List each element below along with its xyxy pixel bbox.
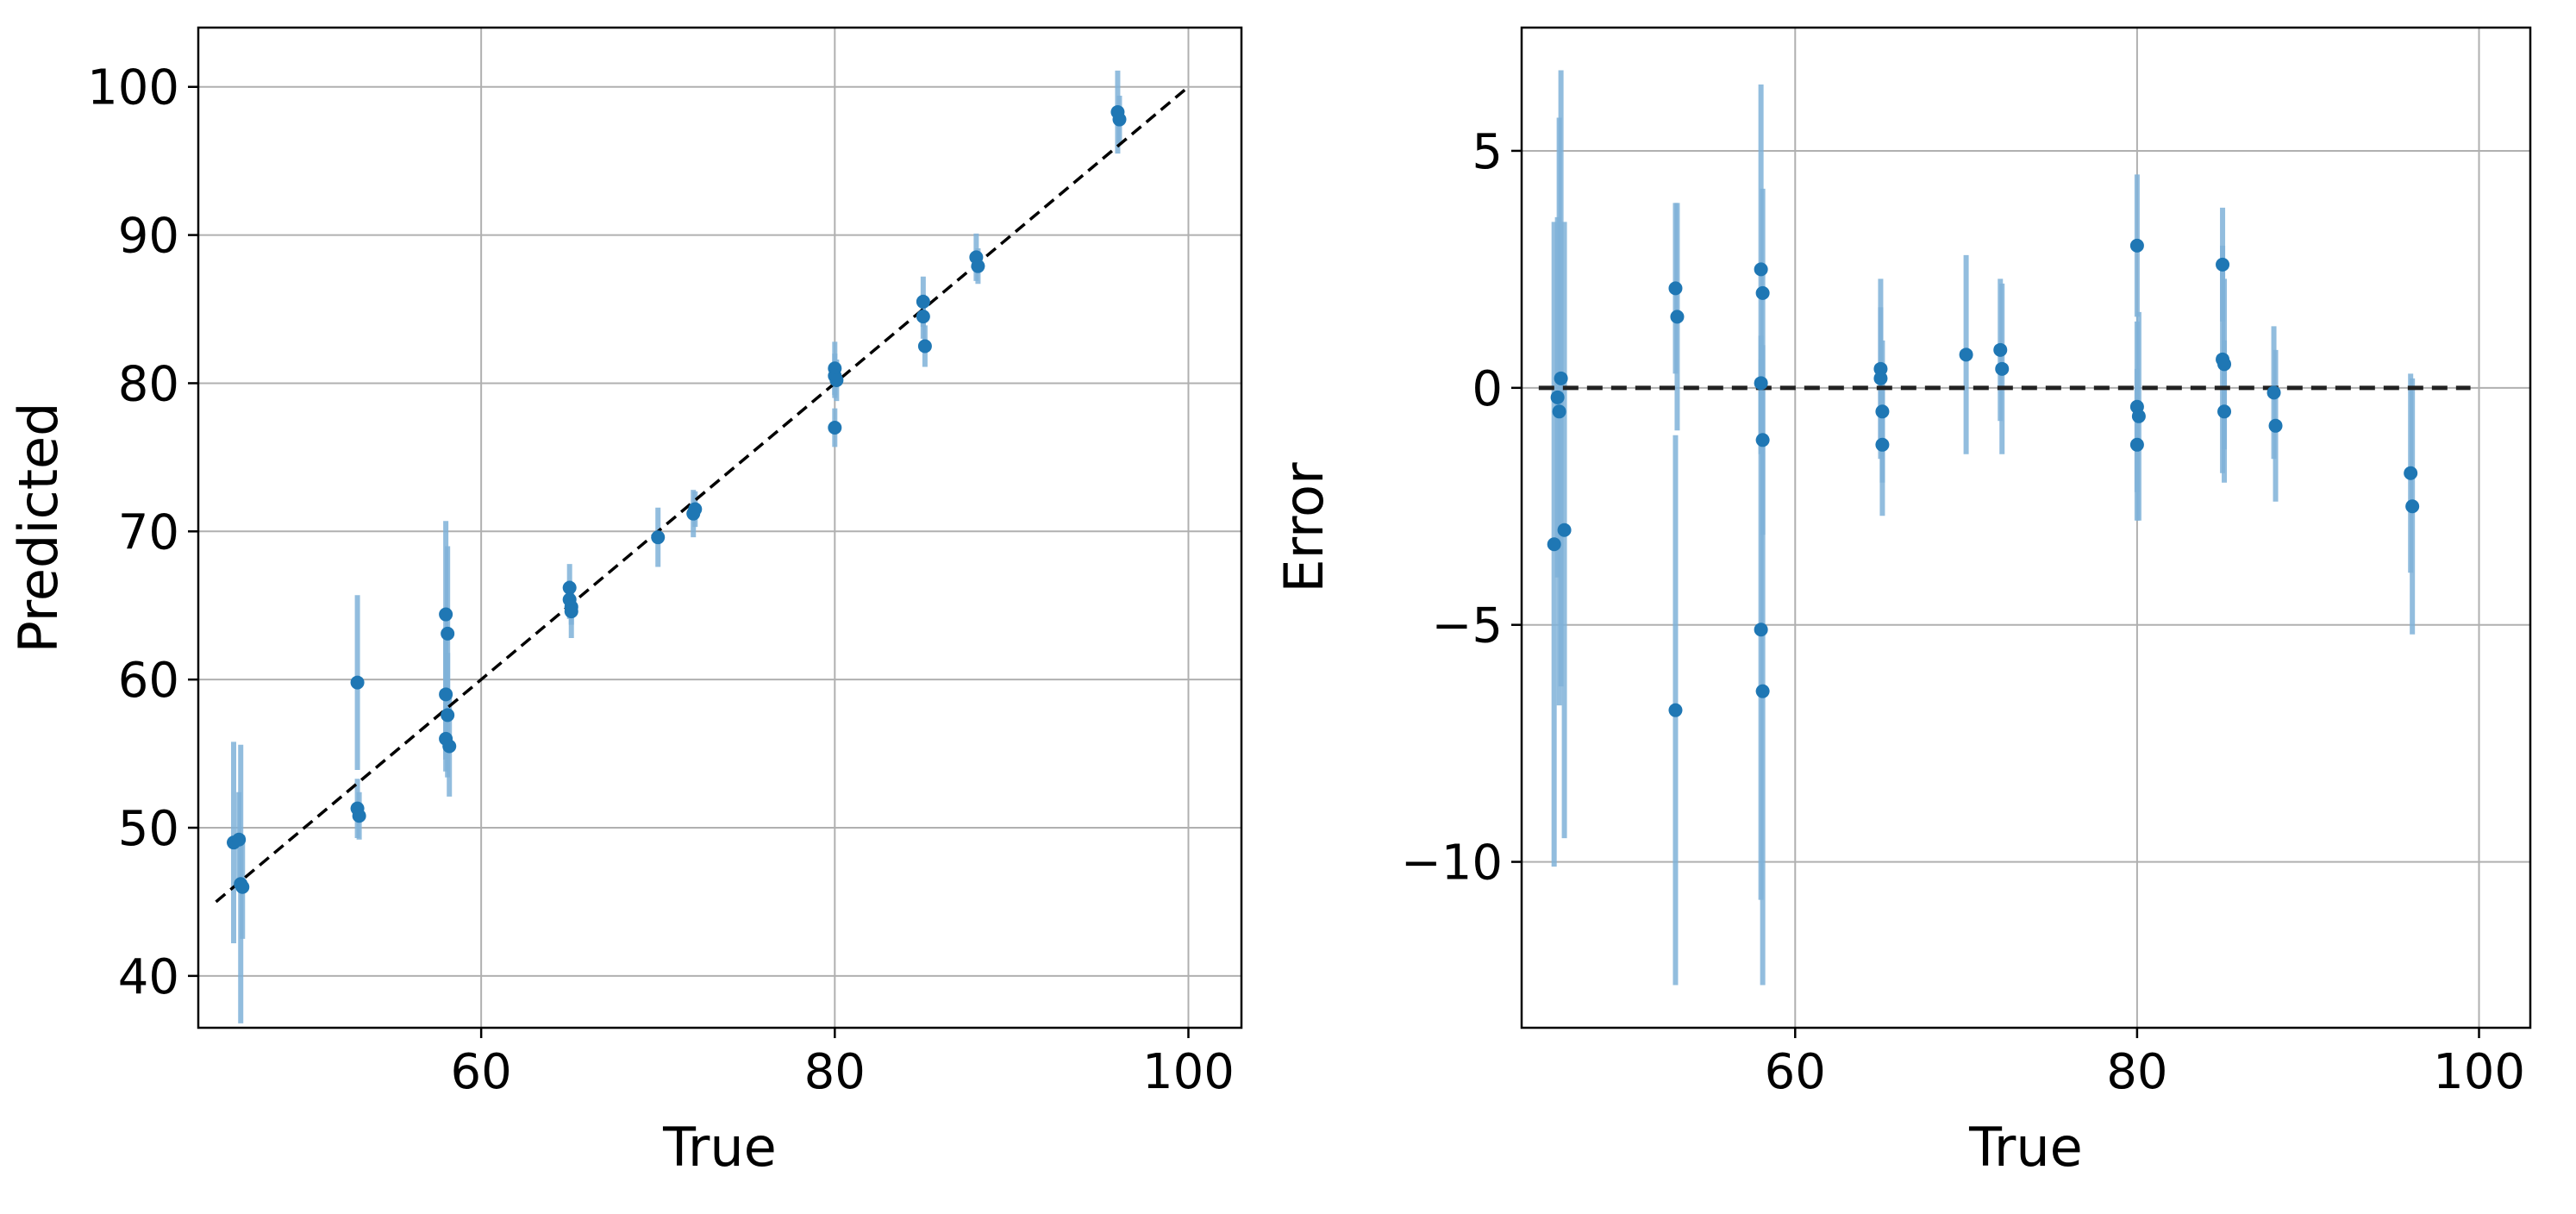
right-x-tick-label: 80: [2106, 1044, 2167, 1100]
left-data-point: [232, 832, 247, 847]
left-data-point: [441, 708, 455, 723]
predicted-vs-true-panel: 60 80 100 40 50 60 70 80 90 100 True Predicted: [7, 26, 1243, 1179]
right-data-point: [1547, 537, 1561, 552]
right-y-tick-label: 5: [1472, 124, 1503, 180]
left-data-point: [439, 607, 453, 622]
right-x-tick-label: 100: [2433, 1044, 2525, 1100]
right-x-axis-label: True: [1968, 1116, 2083, 1179]
right-y-tick-label: −10: [1401, 835, 1503, 892]
right-data-point: [2216, 257, 2230, 272]
left-data-point: [350, 675, 365, 690]
right-data-point: [1875, 404, 1890, 419]
left-y-tick-label: 40: [118, 949, 179, 1005]
right-data-point: [2267, 385, 2281, 400]
left-data-point: [562, 580, 577, 595]
right-data-point: [1668, 281, 1683, 296]
left-data-point: [564, 604, 578, 619]
left-y-axis-label: Predicted: [7, 402, 70, 653]
right-data-point: [1754, 623, 1768, 637]
left-x-tick-label: 60: [451, 1044, 512, 1100]
right-data-point: [2268, 418, 2283, 433]
left-data-point: [916, 294, 930, 309]
left-data-point: [971, 259, 985, 273]
right-data-point: [2129, 437, 2144, 452]
right-x-tick-label: 60: [1765, 1044, 1826, 1100]
left-x-tick-label: 80: [804, 1044, 866, 1100]
left-data-point: [651, 530, 666, 545]
left-data-point: [916, 310, 930, 324]
left-y-tick-label: 80: [118, 356, 179, 412]
right-data-point: [2129, 238, 2144, 253]
left-y-tick-label: 70: [118, 504, 179, 560]
right-data-point: [1552, 404, 1566, 419]
right-data-point: [1557, 523, 1572, 537]
right-data-point: [1875, 437, 1890, 452]
left-data-point: [352, 809, 366, 823]
right-data-point: [2404, 466, 2418, 480]
right-data-point: [1550, 390, 1565, 404]
left-y-tick-label: 100: [87, 60, 179, 116]
left-y-tick-label: 50: [118, 801, 179, 857]
left-y-tick-label: 60: [118, 653, 179, 709]
left-x-axis-label: True: [662, 1116, 777, 1179]
left-data-point: [829, 373, 844, 388]
right-data-point: [1754, 262, 1768, 277]
right-axes-frame: [1520, 26, 2532, 1029]
right-data-point: [1959, 347, 1973, 362]
right-data-point: [2131, 409, 2146, 423]
left-data-point: [439, 687, 453, 702]
right-y-tick-label: 0: [1472, 361, 1503, 417]
right-data-point: [1754, 376, 1768, 391]
right-data-point: [1755, 684, 1770, 698]
right-data-point: [1668, 703, 1683, 717]
right-y-axis-label: Error: [1272, 462, 1335, 593]
error-vs-true-panel: 60 80 100 −10 −5 0 5 True Error: [1272, 26, 2532, 1179]
right-data-point: [1995, 361, 2010, 376]
right-data-point: [2217, 357, 2232, 372]
right-data-point: [1554, 371, 1568, 385]
right-data-point: [1873, 371, 1888, 385]
left-data-point: [442, 739, 457, 754]
left-x-tick-label: 100: [1142, 1044, 1235, 1100]
right-data-point: [1755, 433, 1770, 447]
left-reference-line: [215, 85, 1190, 904]
right-data-point: [1993, 342, 2008, 357]
left-data-point: [1112, 112, 1127, 127]
left-data-point: [917, 339, 932, 354]
right-data-point: [2217, 404, 2232, 419]
left-data-point: [235, 879, 250, 894]
right-data-point: [1670, 310, 1685, 324]
right-data-point: [1873, 361, 1888, 376]
right-data-point: [1755, 285, 1770, 300]
left-data-point: [441, 626, 455, 641]
right-data-point: [2405, 499, 2420, 514]
left-axes-frame: [197, 26, 1243, 1029]
left-y-tick-label: 90: [118, 209, 179, 265]
left-data-point: [828, 421, 842, 435]
right-y-tick-label: −5: [1431, 598, 1503, 654]
left-data-point: [688, 502, 703, 516]
